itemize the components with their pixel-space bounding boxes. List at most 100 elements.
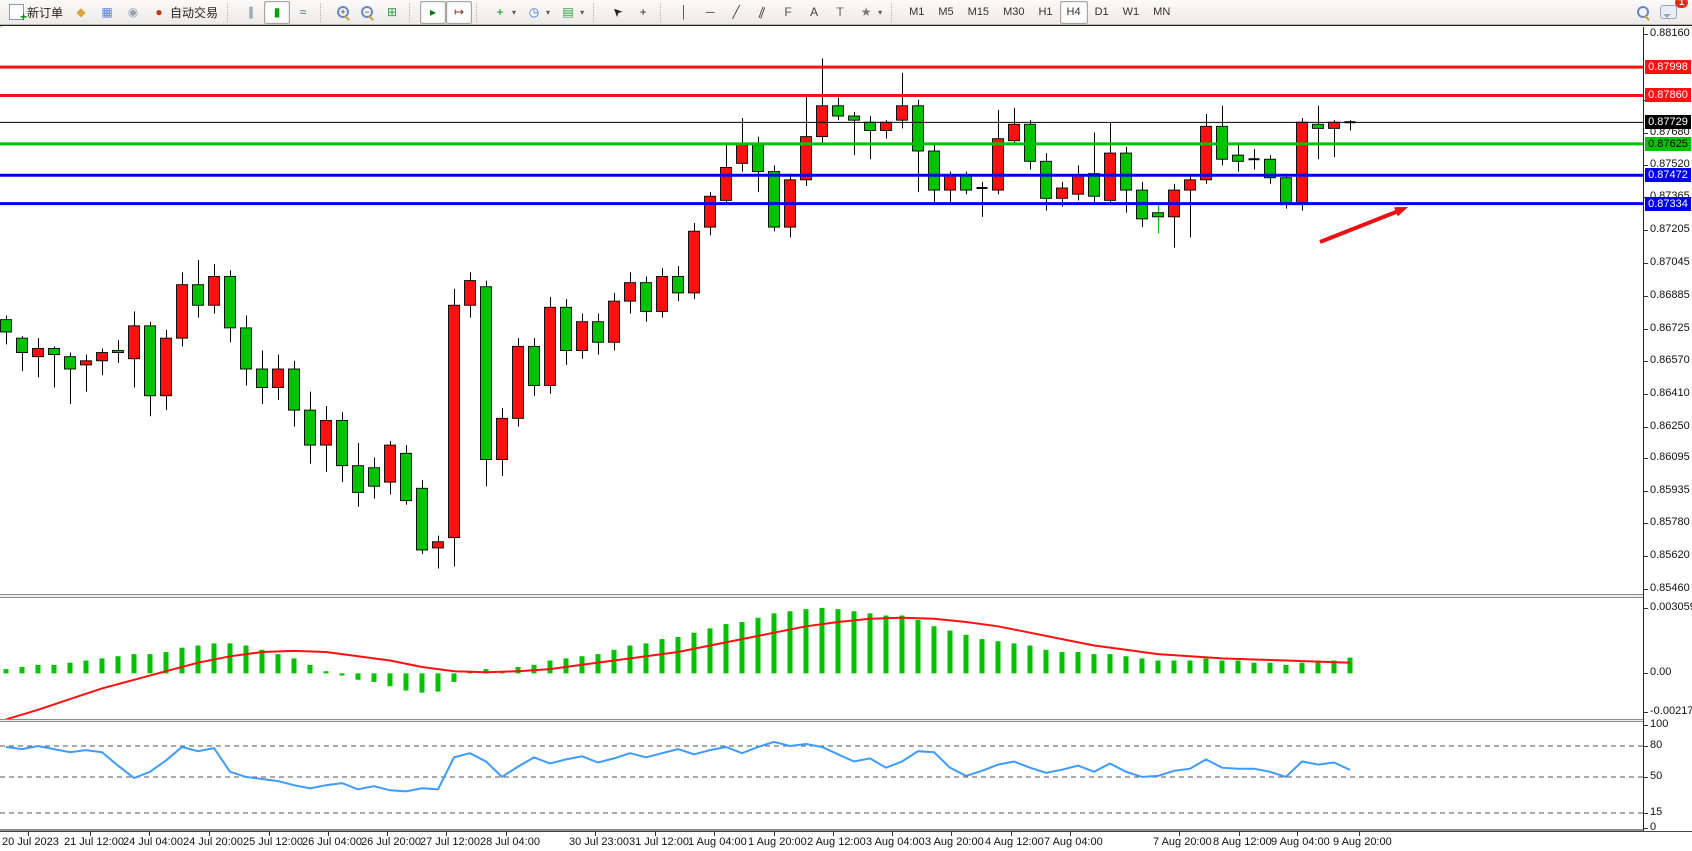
timeframe-m5-button[interactable]: M5: [938, 6, 954, 18]
channel-button[interactable]: ∥: [749, 1, 775, 24]
main-price-plot[interactable]: [0, 27, 1643, 594]
price-axis[interactable]: 0.881600.878400.876800.875200.873650.872…: [1643, 27, 1692, 833]
new-order-button[interactable]: 新订单: [4, 1, 68, 24]
candle: [1248, 148, 1260, 170]
trendline-button[interactable]: ╱: [723, 1, 749, 24]
candle: [480, 280, 492, 487]
arrows-button[interactable]: ★ ▾: [853, 1, 887, 24]
signals-button[interactable]: ◉: [120, 1, 146, 24]
time-tick: [1359, 832, 1360, 836]
toolbar-separator: [409, 2, 417, 22]
chevron-down-icon[interactable]: ▾: [512, 7, 517, 17]
chat-button[interactable]: 1: [1655, 0, 1688, 24]
timeframe-d1-button[interactable]: D1: [1094, 6, 1109, 18]
time-tick: [951, 832, 952, 836]
time-axis-label: 4 Aug 12:00: [985, 836, 1044, 848]
time-axis[interactable]: 20 Jul 2023 21 Jul 12:00 24 Jul 04:00 24 Ju…: [0, 831, 1692, 851]
candle: [672, 266, 684, 302]
label-button[interactable]: T: [827, 1, 853, 24]
time-axis-label: 28 Jul 04:00: [480, 836, 540, 848]
line-chart-button[interactable]: ≈: [290, 1, 316, 24]
toolbar-separator: [891, 2, 899, 22]
time-tick: [595, 832, 596, 836]
tick-mark: [1644, 133, 1648, 134]
candle: [352, 443, 364, 507]
time-axis-label: 26 Jul 20:00: [361, 836, 421, 848]
rsi-plot[interactable]: [0, 722, 1643, 829]
crosshair-icon: +: [639, 5, 647, 19]
fibonacci-button[interactable]: F: [775, 1, 801, 24]
candle: [304, 391, 316, 464]
cursor-icon: ➤: [608, 3, 626, 21]
auto-scroll-button[interactable]: ▸: [420, 0, 447, 24]
macd-plot[interactable]: [0, 598, 1643, 719]
timeframe-h4-button[interactable]: H4: [1059, 0, 1088, 24]
price-tick-label: 0.86885: [1650, 289, 1690, 301]
tick-mark: [1644, 458, 1648, 459]
text-button[interactable]: A: [801, 1, 827, 24]
price-tick-label: 0.87045: [1650, 256, 1690, 268]
time-axis-label: 20 Jul 2023: [2, 836, 59, 848]
cursor-button[interactable]: ➤: [604, 1, 630, 24]
navigator-button[interactable]: ▦: [94, 1, 120, 24]
market-watch-button[interactable]: ◆: [68, 1, 94, 24]
pane-divider[interactable]: [0, 594, 1692, 598]
candle: [256, 350, 268, 404]
tick-mark: [1644, 329, 1648, 330]
autotrade-icon: ●: [155, 5, 163, 19]
zoom-in-button[interactable]: +: [331, 1, 355, 24]
candle: [400, 445, 412, 505]
indicators-button[interactable]: + ▾: [487, 1, 521, 24]
timeframe-w1-button[interactable]: W1: [1122, 6, 1140, 18]
bar-chart-button[interactable]: ∥: [238, 1, 264, 24]
timeframe-m1-button[interactable]: M1: [909, 6, 925, 18]
time-tick: [387, 832, 388, 836]
horizontal-line-button[interactable]: ─: [697, 1, 723, 24]
timeframe-m15-button[interactable]: M15: [967, 6, 990, 18]
macd-tick-label: 0.00: [1650, 666, 1672, 679]
candle: [48, 346, 60, 388]
tick-mark: [1644, 673, 1648, 675]
tick-mark: [1644, 361, 1648, 362]
trend-arrow[interactable]: [1319, 210, 1397, 244]
templates-button[interactable]: ▤ ▾: [555, 1, 589, 24]
timeframe-mn-button[interactable]: MN: [1153, 6, 1171, 18]
time-axis-label: 24 Jul 04:00: [123, 836, 183, 848]
tick-mark: [1644, 607, 1648, 609]
candle: [64, 352, 76, 404]
search-button[interactable]: [1631, 1, 1655, 24]
candlestick-chart-button[interactable]: ▮: [264, 0, 291, 24]
time-axis-label: 31 Jul 12:00: [629, 836, 689, 848]
tick-mark: [1644, 813, 1648, 815]
tick-mark: [1644, 589, 1648, 590]
hline-icon: ─: [705, 5, 715, 19]
tick-mark: [1644, 263, 1648, 264]
tile-windows-button[interactable]: ⊞: [379, 1, 405, 24]
arrows-icon: ★: [860, 5, 872, 19]
pane-divider[interactable]: [0, 829, 1692, 831]
time-tick: [714, 832, 715, 836]
toolbar-separator: [476, 2, 484, 22]
zoom-out-icon: −: [360, 5, 374, 19]
chevron-down-icon[interactable]: ▾: [878, 7, 883, 17]
auto-trading-button[interactable]: ● 自动交易: [146, 1, 223, 24]
crosshair-button[interactable]: +: [630, 1, 656, 24]
price-tick-label: 0.87205: [1650, 223, 1690, 235]
pane-divider[interactable]: [0, 719, 1692, 722]
chart-shift-button[interactable]: ↦: [446, 0, 473, 24]
periods-button[interactable]: ◷ ▾: [521, 1, 555, 24]
zoom-out-button[interactable]: −: [355, 1, 379, 24]
chevron-down-icon[interactable]: ▾: [580, 7, 585, 17]
vertical-line-button[interactable]: │: [671, 1, 697, 24]
tick-mark: [1644, 725, 1648, 727]
price-tick-label: 0.85620: [1650, 549, 1690, 561]
timeframe-m30-button[interactable]: M30: [1003, 6, 1025, 18]
timeframe-h1-button[interactable]: H1: [1038, 6, 1053, 18]
candle: [1152, 202, 1164, 234]
chevron-down-icon[interactable]: ▾: [546, 7, 551, 17]
candle: [992, 109, 1004, 195]
toolbar-separator: [660, 2, 668, 22]
tick-mark: [1644, 523, 1648, 524]
candle: [688, 222, 700, 300]
candle: [1184, 175, 1196, 238]
